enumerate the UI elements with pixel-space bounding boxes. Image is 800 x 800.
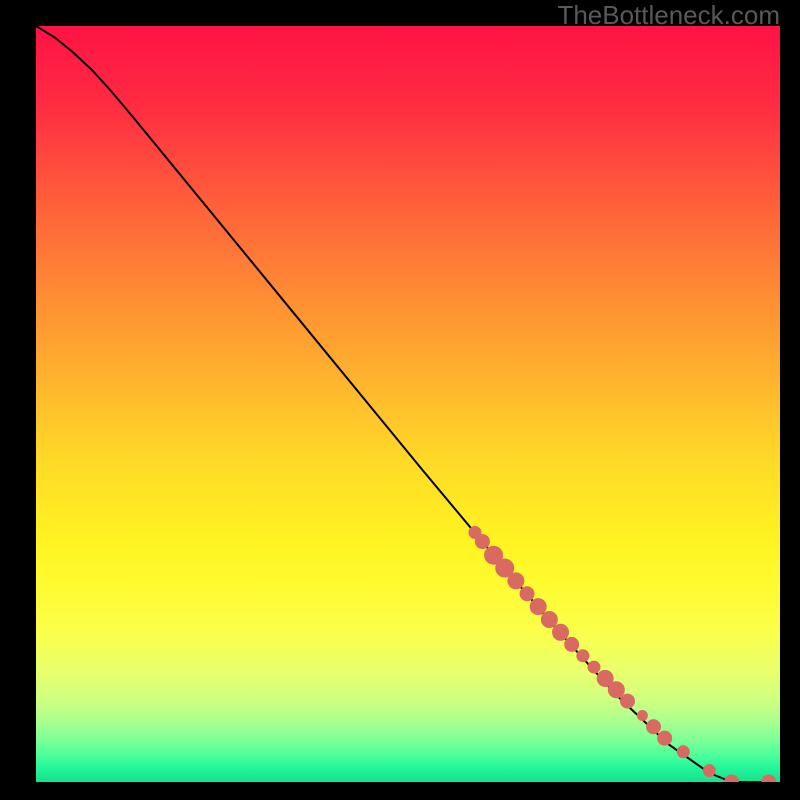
data-point [658, 731, 672, 745]
data-point [637, 710, 647, 720]
data-point [620, 694, 634, 708]
data-point [577, 650, 589, 662]
chart-svg-layer [36, 26, 780, 782]
data-point [553, 624, 569, 640]
data-point [520, 587, 534, 601]
watermark-text: TheBottleneck.com [557, 0, 780, 31]
data-point [608, 682, 624, 698]
data-point [762, 775, 776, 782]
chart-stage: TheBottleneck.com [0, 0, 800, 800]
data-point [475, 535, 489, 549]
data-point [508, 573, 524, 589]
data-point [530, 599, 546, 615]
data-point [565, 637, 579, 651]
data-point [541, 611, 557, 627]
bottleneck-curve [36, 26, 769, 782]
plot-area [36, 26, 780, 782]
data-point [647, 720, 661, 734]
data-point [677, 746, 689, 758]
data-point [725, 775, 739, 782]
data-point [703, 765, 715, 777]
data-point [588, 661, 600, 673]
